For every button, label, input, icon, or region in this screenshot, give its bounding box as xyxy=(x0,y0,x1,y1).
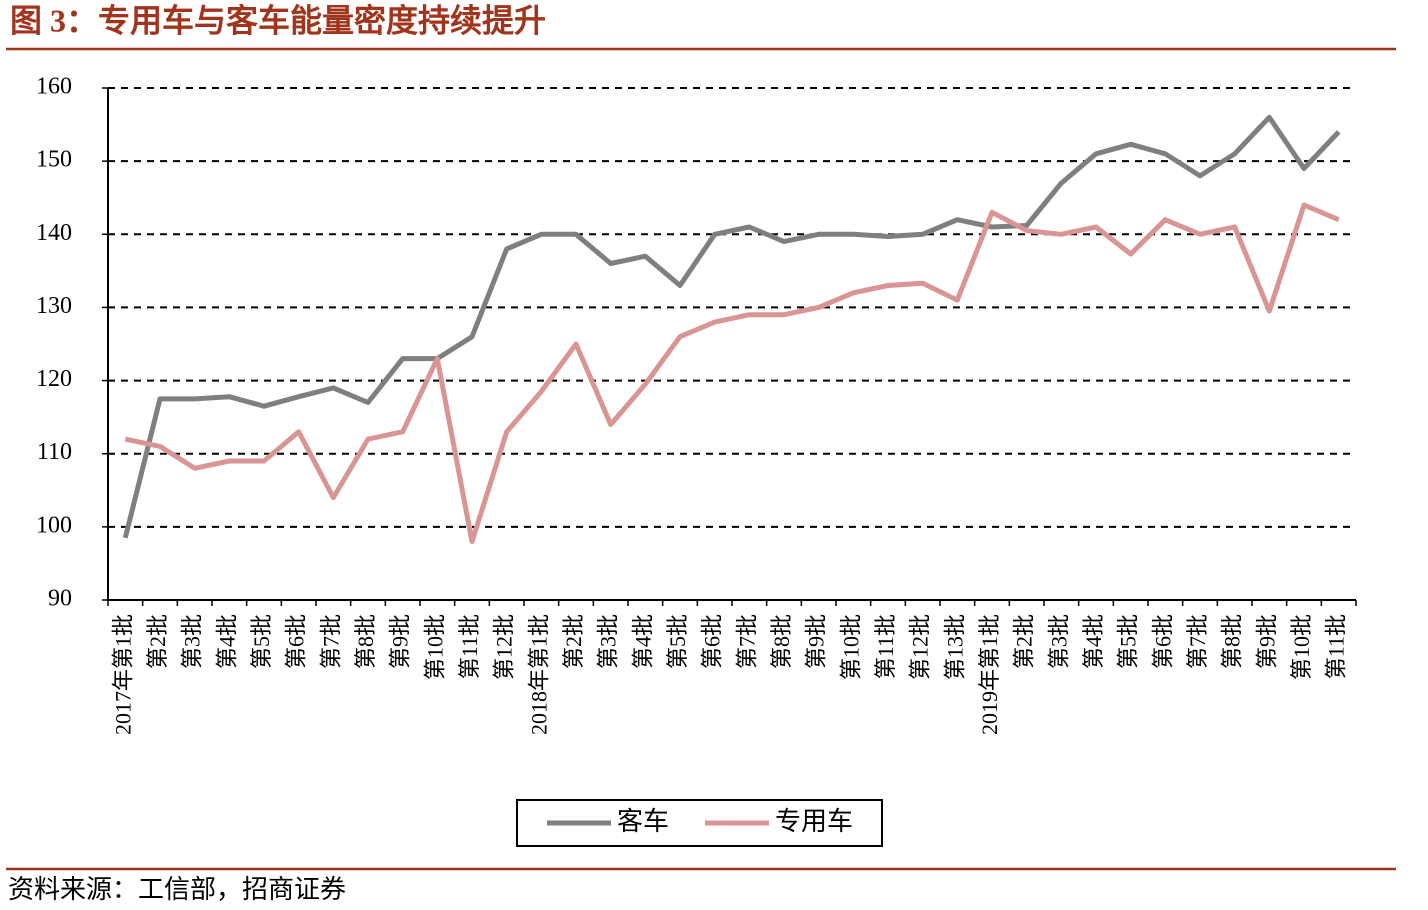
x-tick-label: 第5批 xyxy=(249,614,274,669)
x-tick-label: 2018年第1批 xyxy=(526,614,551,735)
x-tick-label: 第7批 xyxy=(318,614,343,669)
source: 资料来源：工信部，招商证券 xyxy=(8,875,346,904)
x-tick-label: 第11批 xyxy=(457,614,482,679)
x-tick-label: 第2批 xyxy=(1012,614,1037,669)
y-tick-label: 150 xyxy=(36,147,72,173)
x-tick-label: 第8批 xyxy=(1220,614,1245,669)
x-tick-label: 第6批 xyxy=(700,614,725,669)
x-tick-label: 第6批 xyxy=(1150,614,1175,669)
x-tick-label: 第9批 xyxy=(804,614,829,669)
x-tick-label: 第2批 xyxy=(561,614,586,669)
x-tick-label: 第6批 xyxy=(284,614,309,669)
x-tick-label: 第5批 xyxy=(665,614,690,669)
x-tick-label: 第10批 xyxy=(1289,614,1314,680)
x-tick-label: 第12批 xyxy=(492,614,517,680)
x-tick-label: 第3批 xyxy=(1046,614,1071,669)
y-tick-label: 110 xyxy=(37,439,72,465)
chart-title: 图 3：专用车与客车能量密度持续提升 xyxy=(10,2,546,38)
x-tick-label: 第13批 xyxy=(942,614,967,680)
y-tick-label: 130 xyxy=(36,293,72,319)
x-tick-label: 第9批 xyxy=(1254,614,1279,669)
x-tick-label: 第4批 xyxy=(214,614,239,669)
x-tick-label: 第3批 xyxy=(180,614,205,669)
x-tick-label: 第8批 xyxy=(353,614,378,669)
x-tick-label: 第11批 xyxy=(1324,614,1349,679)
y-tick-label: 140 xyxy=(36,220,72,246)
y-tick-label: 100 xyxy=(36,512,72,538)
x-tick-label: 第12批 xyxy=(908,614,933,680)
x-tick-label: 第5批 xyxy=(1116,614,1141,669)
x-tick-label: 2017年第1批 xyxy=(110,614,135,735)
legend-label: 客车 xyxy=(617,807,669,836)
x-tick-label: 第2批 xyxy=(145,614,170,669)
x-tick-label: 第9批 xyxy=(388,614,413,669)
x-tick-label: 第10批 xyxy=(422,614,447,680)
x-tick-label: 第7批 xyxy=(1185,614,1210,669)
x-tick-label: 第7批 xyxy=(734,614,759,669)
x-tick-label: 第8批 xyxy=(769,614,794,669)
x-tick-label: 第10批 xyxy=(838,614,863,680)
y-tick-label: 160 xyxy=(36,74,72,100)
legend-label: 专用车 xyxy=(775,807,853,836)
x-tick-label: 2019年第1批 xyxy=(977,614,1002,735)
series-line xyxy=(124,202,1340,544)
y-tick-label: 90 xyxy=(48,586,72,612)
x-tick-label: 第4批 xyxy=(630,614,655,669)
series-line xyxy=(122,114,1341,539)
y-tick-label: 120 xyxy=(36,366,72,392)
x-tick-label: 第3批 xyxy=(596,614,621,669)
x-tick-label: 第11批 xyxy=(873,614,898,679)
x-tick-label: 第4批 xyxy=(1081,614,1106,669)
